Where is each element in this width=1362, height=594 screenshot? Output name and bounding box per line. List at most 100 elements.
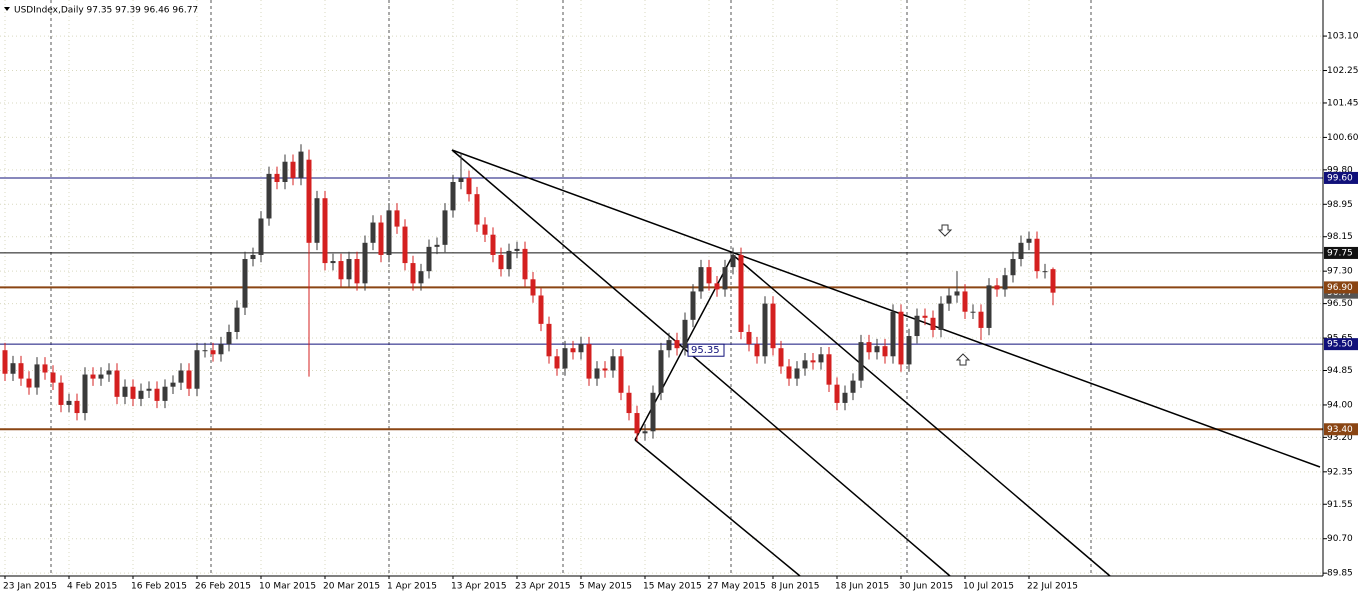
candle-body — [586, 344, 592, 379]
candle-body — [858, 342, 864, 381]
candle-body — [146, 388, 152, 391]
candle-body — [226, 331, 232, 345]
candle-body — [754, 344, 760, 357]
candle-body — [650, 392, 656, 432]
x-tick-label: 18 Jun 2015 — [835, 582, 889, 592]
y-tick-label: 96.50 — [1327, 299, 1353, 309]
level-label: 95.50 — [1327, 340, 1353, 350]
candle-body — [250, 254, 256, 260]
candle-body — [602, 368, 608, 371]
candle-body — [730, 254, 736, 268]
level-label: 93.40 — [1327, 425, 1353, 435]
candle-body — [898, 311, 904, 365]
candle-body — [170, 382, 176, 387]
candle-body — [210, 350, 216, 355]
axis-layer: 103.10 102.25 101.45 100.60 99.80 98.95 98.15 9… — [3, 32, 1359, 592]
candle-body — [114, 370, 120, 397]
x-tick-label: 23 Apr 2015 — [515, 582, 571, 592]
candle-body — [42, 364, 48, 373]
candle-body — [90, 374, 96, 379]
candle-body — [242, 259, 248, 308]
y-tick-label: 100.60 — [1327, 133, 1359, 143]
candle-body — [938, 303, 944, 330]
candle-body — [610, 356, 616, 371]
candle-body — [378, 222, 384, 255]
candle-body — [298, 151, 304, 178]
candle-body — [690, 291, 696, 320]
candle-body — [746, 331, 752, 345]
candle-body — [914, 315, 920, 337]
candle-body — [330, 261, 336, 264]
price-label-box — [687, 343, 725, 357]
y-tick-label: 94.85 — [1327, 366, 1353, 376]
trend-line — [451, 149, 1321, 468]
candle-layer: 95.35 — [2, 144, 1056, 442]
x-tick-label: 4 Feb 2015 — [67, 582, 117, 592]
candle-body — [26, 378, 32, 388]
candle-body — [370, 222, 376, 243]
x-tick-label: 16 Feb 2015 — [131, 582, 187, 592]
y-tick-label: 91.55 — [1327, 500, 1353, 510]
candle-body — [266, 173, 272, 219]
candle-body — [322, 198, 328, 264]
x-tick-label: 13 Apr 2015 — [451, 582, 507, 592]
candle-body — [1018, 242, 1024, 260]
candle-body — [186, 370, 192, 389]
candle-body — [1002, 275, 1008, 290]
candle-body — [554, 356, 560, 369]
candle-body — [106, 370, 112, 375]
candle-body — [706, 267, 712, 284]
candle-body — [818, 354, 824, 363]
x-tick-label: 1 Apr 2015 — [387, 582, 437, 592]
candle-body — [722, 267, 728, 290]
y-tick-label: 94.00 — [1327, 400, 1353, 410]
candle-body — [530, 279, 536, 296]
y-tick-label: 90.70 — [1327, 534, 1353, 544]
candle-body — [546, 323, 552, 357]
x-tick-label: 26 Feb 2015 — [195, 582, 251, 592]
candle-body — [274, 173, 280, 183]
candle-body — [570, 348, 576, 353]
level-label: 99.60 — [1327, 173, 1353, 183]
candle-body — [498, 254, 504, 270]
trend-line — [451, 149, 951, 577]
y-tick-label: 97.30 — [1327, 267, 1353, 277]
candle-body — [618, 356, 624, 393]
candle-body — [122, 386, 128, 397]
candle-body — [2, 350, 8, 374]
level-box — [1324, 246, 1358, 259]
candle-body — [514, 248, 520, 251]
candle-body — [1042, 271, 1048, 273]
x-tick-label: 10 Mar 2015 — [259, 582, 316, 592]
candle-body — [538, 295, 544, 324]
candle-body — [74, 400, 80, 414]
up-arrow — [955, 353, 971, 366]
x-tick-label: 23 Jan 2015 — [3, 582, 57, 592]
candle-body — [354, 259, 360, 284]
level-label: 97.75 — [1327, 248, 1353, 258]
candle-body — [234, 307, 240, 332]
candle-body — [386, 210, 392, 255]
candle-body — [770, 303, 776, 349]
candle-body — [954, 291, 960, 296]
candle-body — [450, 182, 456, 211]
candle-body — [674, 340, 680, 349]
y-tick-label: 99.80 — [1327, 165, 1353, 175]
candle-body — [738, 254, 744, 332]
candle-body — [346, 259, 352, 280]
candle-body — [314, 198, 320, 243]
candle-body — [666, 340, 672, 351]
candle-body — [394, 210, 400, 227]
level-box — [1324, 338, 1358, 351]
candle-body — [778, 348, 784, 367]
candle-body — [362, 242, 368, 284]
candle-body — [154, 388, 160, 401]
x-tick-label: 22 Jul 2015 — [1027, 582, 1078, 592]
candle-body — [34, 364, 40, 388]
candle-body — [810, 360, 816, 363]
y-tick-label: 93.20 — [1327, 433, 1353, 443]
y-tick-label: 101.45 — [1327, 98, 1359, 108]
candle-body — [130, 386, 136, 399]
candle-body — [842, 392, 848, 403]
candle-body — [882, 346, 888, 357]
